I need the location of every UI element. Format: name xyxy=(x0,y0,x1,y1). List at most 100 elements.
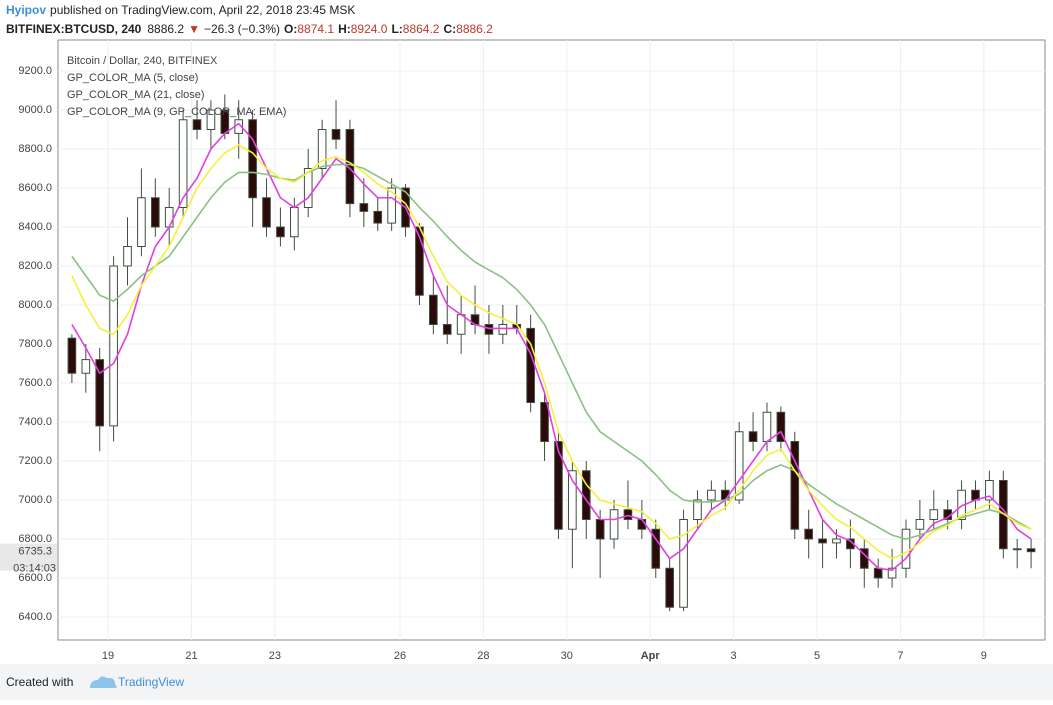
l-label: L: xyxy=(391,22,402,36)
candle-body xyxy=(762,411,772,442)
candle-body xyxy=(373,210,383,224)
candle-body xyxy=(1012,548,1022,551)
y-tick-label: 7800.0 xyxy=(18,338,52,350)
x-tick-label: 26 xyxy=(394,650,406,662)
y-tick-label: 8000.0 xyxy=(18,299,52,311)
plot: 6400.0 6600.0 6800.0 7000.0 7200.0 7400.0 7600… xyxy=(0,39,1046,662)
x-tick-label: 21 xyxy=(185,650,197,662)
candle-body xyxy=(790,440,800,530)
candle-body xyxy=(276,226,285,238)
candle-body xyxy=(887,567,897,579)
candle-body xyxy=(915,518,925,530)
y-tick-label: 9200.0 xyxy=(18,65,52,77)
footer-bar xyxy=(0,664,1053,700)
ma-line xyxy=(71,144,1032,560)
symbol: BITFINEX:BTCUSD, 240 xyxy=(6,22,142,36)
candle-body xyxy=(290,207,299,238)
x-tick-label: 19 xyxy=(102,650,114,662)
candle-body xyxy=(929,509,939,520)
x-tick-label: 9 xyxy=(981,650,987,662)
candle-body xyxy=(498,323,508,335)
candle-body xyxy=(317,129,327,170)
candle-body xyxy=(832,538,841,544)
candle-body xyxy=(178,119,188,209)
candle-body xyxy=(540,401,549,442)
candle-body xyxy=(331,129,341,140)
candle-body xyxy=(623,509,633,520)
brand[interactable]: TradingView xyxy=(118,675,184,689)
candle-body xyxy=(150,197,160,228)
x-tick-label: 3 xyxy=(731,650,737,662)
candle-body xyxy=(95,359,105,427)
candle-body xyxy=(985,479,994,501)
y-tick-label: 7400.0 xyxy=(18,416,52,428)
x-tick-label: 23 xyxy=(269,650,281,662)
candle-body xyxy=(137,197,146,247)
candle-body xyxy=(818,538,827,544)
arrow: ▼ xyxy=(188,22,200,36)
c-label: C: xyxy=(443,22,456,36)
candle-body xyxy=(456,314,466,335)
header-line1: Hyipov published on TradingView.com, Apri… xyxy=(6,3,355,17)
published: published on TradingView.com, April 22, … xyxy=(50,3,355,17)
countdown: 03:14:03 xyxy=(13,563,56,575)
candle-body xyxy=(262,197,271,228)
h: 8924.0 xyxy=(351,22,388,36)
h-label: H: xyxy=(338,22,351,36)
y-tick-label: 7000.0 xyxy=(18,494,52,506)
last-price-box xyxy=(0,543,57,571)
candle-body xyxy=(609,509,619,540)
y-tick-label: 7600.0 xyxy=(18,377,52,389)
y-tick-label: 6800.0 xyxy=(18,533,52,545)
candle-body xyxy=(595,518,605,540)
c: 8886.2 xyxy=(456,22,493,36)
y-tick-label: 8200.0 xyxy=(18,260,52,272)
candle-body xyxy=(1026,548,1036,553)
candle-body xyxy=(164,207,174,228)
candle-body xyxy=(748,431,758,442)
o-label: O: xyxy=(284,22,297,36)
x-tick-label: 5 xyxy=(814,650,820,662)
y-tick-label: 7200.0 xyxy=(18,455,52,467)
legend-entry: GP_COLOR_MA (5, close) xyxy=(67,72,198,84)
candle-body xyxy=(67,337,77,374)
candle-body xyxy=(484,323,494,335)
candle-body xyxy=(387,187,396,224)
tv-logo xyxy=(90,676,117,688)
candle-body xyxy=(651,528,661,569)
candle-body xyxy=(192,119,202,131)
y-tick-label: 8400.0 xyxy=(18,221,52,233)
candle-body xyxy=(248,119,257,199)
candle-body xyxy=(359,203,369,212)
candle-body xyxy=(679,518,688,608)
candle-body xyxy=(804,528,813,540)
candle-body xyxy=(901,528,911,569)
y-tick-label: 8800.0 xyxy=(18,143,52,155)
created-with: Created with xyxy=(6,675,73,689)
candle-body xyxy=(442,323,452,335)
x-tick-label: 30 xyxy=(561,650,573,662)
header-line2: BITFINEX:BTCUSD, 240 8886.2 ▼ −26.3 (−0.3%)… xyxy=(6,22,493,36)
candle-body xyxy=(109,265,118,427)
l: 8864.2 xyxy=(403,22,440,36)
y-tick-label: 8600.0 xyxy=(18,182,52,194)
candle-body xyxy=(707,489,716,501)
y-tick-label: 9000.0 xyxy=(18,104,52,116)
ma-line xyxy=(71,122,1032,572)
ma-line xyxy=(71,163,1032,540)
y-tick-label: 6600.0 xyxy=(18,572,52,584)
candle-body xyxy=(303,168,313,209)
candle-body xyxy=(776,411,786,442)
candle-body xyxy=(873,567,883,579)
candle-body xyxy=(665,567,674,608)
x-tick-label: Apr xyxy=(641,650,661,662)
candle-body xyxy=(81,359,91,374)
o: 8874.1 xyxy=(297,22,334,36)
x-tick-label: 7 xyxy=(897,650,903,662)
publisher[interactable]: Hyipov xyxy=(6,3,46,17)
y-tick-label: 6400.0 xyxy=(18,611,52,623)
candle-body xyxy=(206,109,216,131)
candle-body xyxy=(554,440,563,530)
x-tick-label: 28 xyxy=(477,650,489,662)
